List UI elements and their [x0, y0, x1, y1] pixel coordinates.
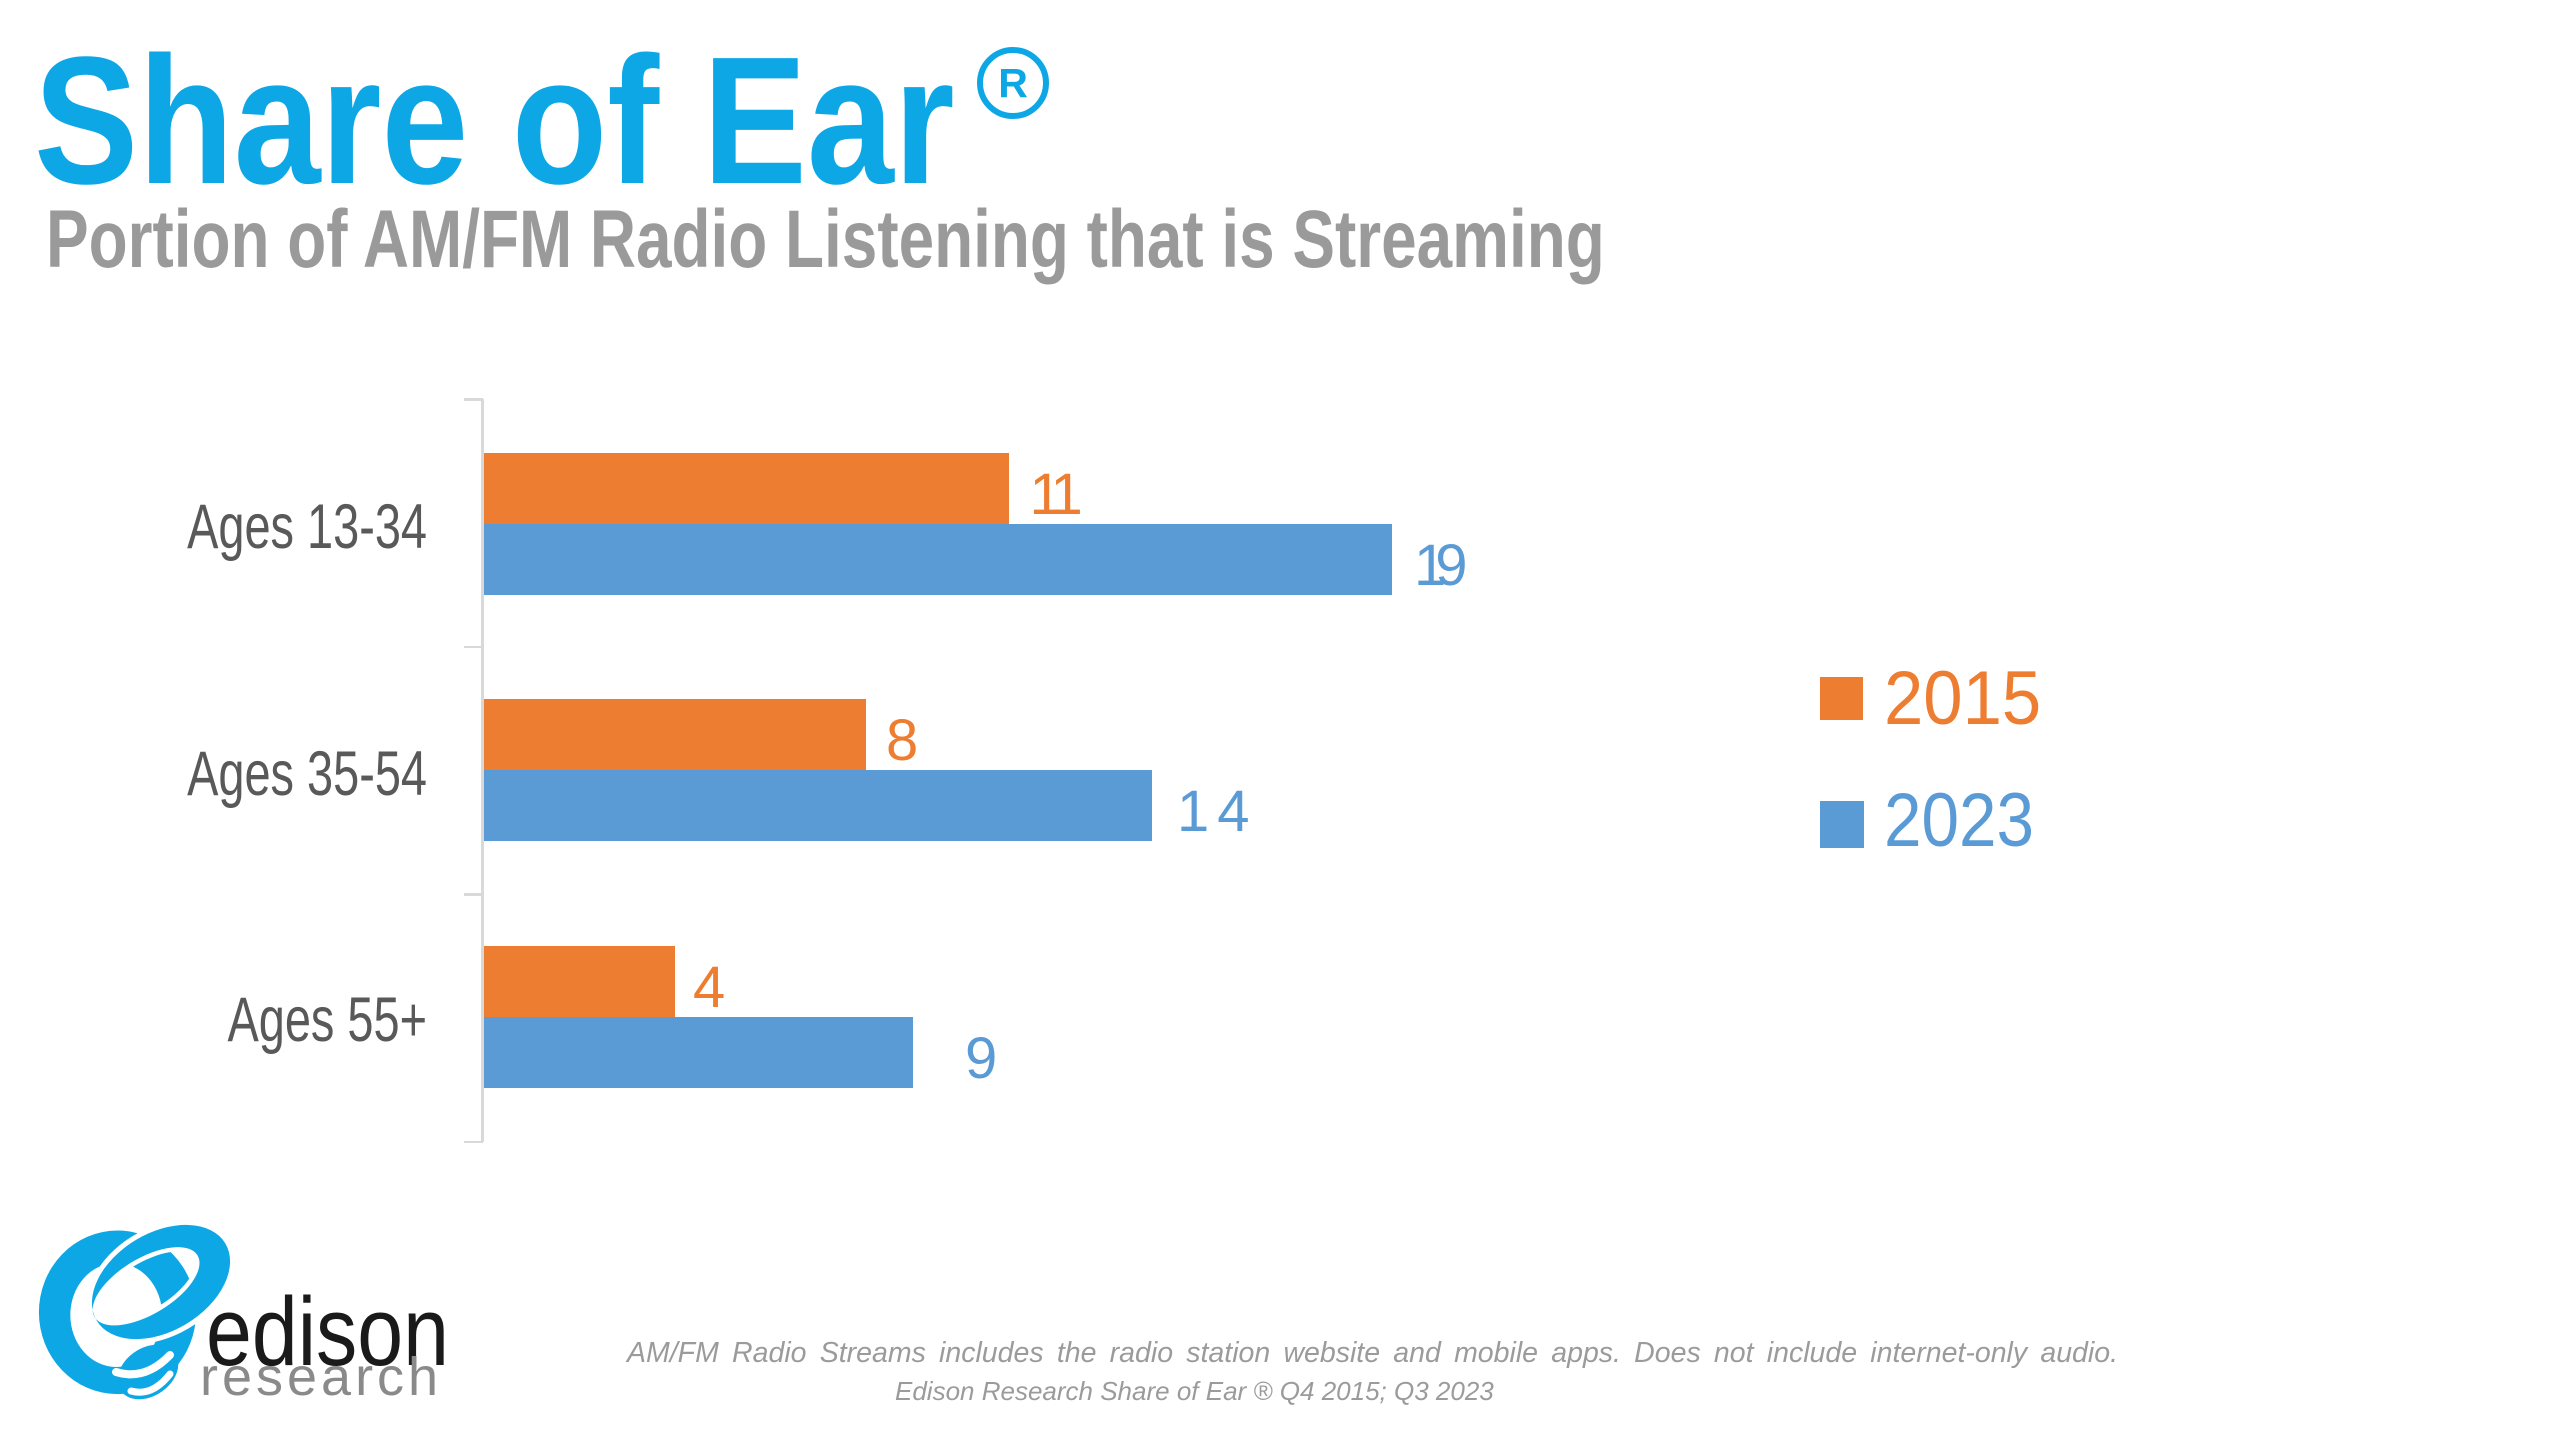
svg-text:R: R: [998, 60, 1028, 106]
